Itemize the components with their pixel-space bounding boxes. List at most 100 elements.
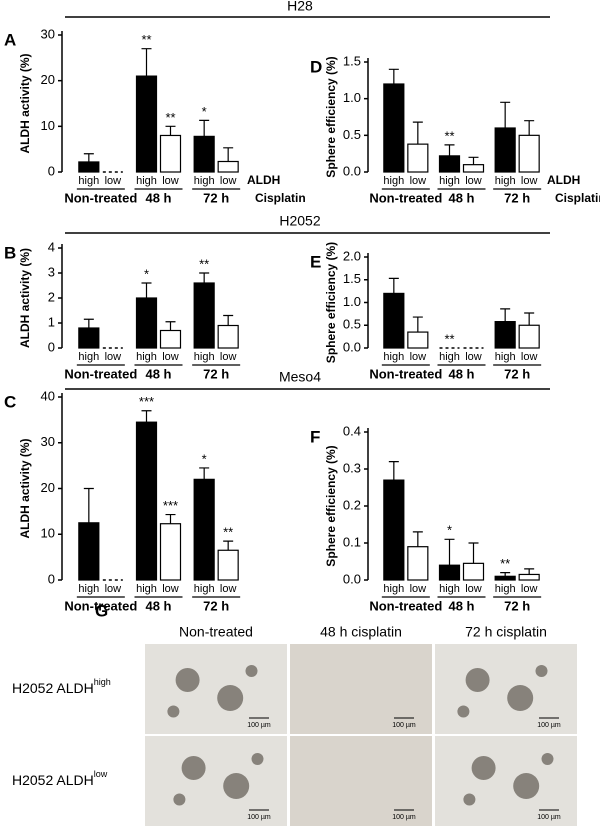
y-tick-label: 0: [48, 339, 55, 354]
error-bar: [388, 68, 399, 84]
y-tick-label: 10: [41, 118, 55, 133]
x-tick-label: 48 h: [145, 366, 171, 381]
sphere: [463, 793, 476, 806]
legend-label: high: [194, 583, 215, 595]
error-bar: [141, 48, 152, 77]
bar: [518, 134, 540, 173]
panel-letter: D: [310, 57, 322, 76]
panel-letter: E: [310, 252, 321, 271]
x-tick-label: 72 h: [203, 190, 229, 205]
scale-label: 100 µm: [392, 814, 416, 821]
legend-label: high: [383, 583, 404, 595]
row-label: H2052 ALDHlow: [12, 769, 108, 787]
bar: [217, 549, 239, 581]
error-bar: [83, 487, 94, 523]
error-bar: [141, 282, 152, 298]
y-axis-label: Sphere efficiency (%): [324, 445, 338, 566]
x-tick-label: Non-treated: [369, 190, 442, 205]
significance: **: [444, 128, 454, 143]
row-label-sup: high: [94, 677, 111, 687]
row-label: Cisplatin: [555, 191, 600, 205]
y-tick-label: 0.0: [343, 571, 361, 586]
x-tick-label: 72 h: [504, 598, 530, 613]
legend-label: low: [220, 583, 237, 595]
legend-label: low: [105, 583, 122, 595]
bar: [462, 562, 485, 581]
bar: [159, 523, 182, 581]
error-bar: [412, 121, 423, 145]
bar: [217, 160, 239, 173]
legend-label: low: [465, 175, 482, 187]
legend-label: low: [410, 351, 427, 363]
sphere: [251, 753, 264, 765]
significance: *: [202, 451, 207, 466]
y-tick-label: 0.2: [343, 497, 361, 512]
y-tick-label: 40: [41, 388, 55, 403]
legend-label: high: [136, 351, 157, 363]
significance: ***: [163, 498, 178, 513]
legend-label: high: [495, 175, 516, 187]
error-bar: [524, 312, 535, 326]
legend-label: low: [521, 583, 538, 595]
micrograph: [290, 736, 432, 826]
sphere: [541, 753, 554, 765]
y-axis-label: Sphere efficiency (%): [324, 242, 338, 363]
micrograph: [145, 736, 287, 826]
row-label: Cisplatin: [255, 191, 306, 205]
error-bar: [468, 542, 479, 564]
y-axis-label: ALDH activity (%): [18, 248, 32, 348]
bar: [193, 135, 215, 173]
row-label: ALDH: [247, 173, 280, 187]
significance: **: [223, 525, 233, 540]
legend-label: high: [194, 175, 215, 187]
y-tick-label: 20: [41, 72, 55, 87]
micrograph: [435, 736, 577, 826]
bar: [494, 321, 516, 349]
x-tick-label: 72 h: [203, 366, 229, 381]
error-bar: [199, 272, 210, 283]
y-tick-label: 0.1: [343, 534, 361, 549]
error-bar: [165, 321, 176, 331]
legend-label: low: [162, 351, 179, 363]
y-axis-label: ALDH activity (%): [18, 438, 32, 538]
bar: [193, 478, 215, 581]
legend-label: low: [465, 351, 482, 363]
error-bar: [388, 461, 399, 481]
x-tick-label: Non-treated: [64, 598, 137, 613]
error-bar: [199, 467, 210, 480]
bar: [217, 324, 239, 349]
error-bar: [165, 125, 176, 136]
bar: [518, 324, 540, 349]
x-tick-label: 48 h: [448, 366, 474, 381]
error-bar: [444, 538, 455, 566]
sphere: [245, 665, 258, 677]
panel-letter: C: [4, 392, 16, 411]
row-label-text: H2052 ALDH: [12, 772, 94, 788]
error-bar: [524, 568, 535, 575]
bar: [78, 522, 100, 581]
y-tick-label: 1.5: [343, 53, 361, 68]
legend-label: high: [495, 351, 516, 363]
legend-label: high: [383, 175, 404, 187]
sphere: [507, 685, 534, 711]
sphere: [457, 705, 470, 718]
section-title: Meso4: [279, 369, 321, 385]
x-tick-label: Non-treated: [64, 366, 137, 381]
significance: **: [500, 556, 510, 571]
legend-label: low: [521, 351, 538, 363]
scale-label: 100 µm: [247, 722, 271, 729]
legend-label: low: [162, 175, 179, 187]
column-header: Non-treated: [179, 624, 253, 640]
error-bar: [468, 156, 479, 165]
sphere: [175, 668, 200, 692]
y-tick-label: 2: [48, 289, 55, 304]
error-bar: [444, 144, 455, 156]
error-bar: [223, 147, 234, 162]
legend-label: high: [439, 175, 460, 187]
bar: [518, 573, 540, 581]
significance: *: [202, 104, 207, 119]
legend-label: low: [105, 175, 122, 187]
legend-label: low: [220, 351, 237, 363]
error-bar: [412, 316, 423, 333]
